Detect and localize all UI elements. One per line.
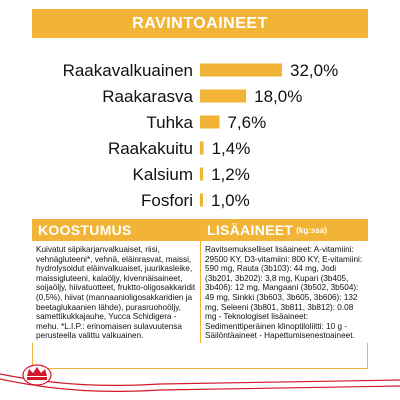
nutrient-value-label: 1,0% xyxy=(211,191,250,210)
composition-header: KOOSTUMUS xyxy=(32,219,200,241)
royal-canin-crown-logo-icon xyxy=(0,364,400,393)
nutrient-label: Kalsium xyxy=(133,165,193,184)
nutrient-value-label: 7,6% xyxy=(227,113,266,132)
composition-title: KOOSTUMUS xyxy=(38,222,132,238)
nutrient-bar xyxy=(200,115,220,129)
nutrient-bar xyxy=(200,193,203,207)
nutrients-title: RAVINTOAINEET xyxy=(132,14,268,32)
nutrient-label: Raakarasva xyxy=(102,87,193,106)
additives-title: LISÄAINEET xyxy=(207,222,294,238)
nutrient-bar xyxy=(200,63,282,77)
nutrient-value-label: 1,2% xyxy=(211,165,250,184)
additives-header: LISÄAINEET (kg:ssa) xyxy=(201,219,368,241)
composition-text: Kuivatut siipikarjanvalkuaiset, riisi, v… xyxy=(36,245,196,341)
nutrient-label: Tuhka xyxy=(146,113,193,132)
nutrient-bar xyxy=(200,141,204,155)
nutrient-label: Fosfori xyxy=(141,191,193,210)
nutrient-value-label: 18,0% xyxy=(254,87,302,106)
panel-divider xyxy=(200,219,201,343)
bottom-frame xyxy=(32,343,368,369)
nutrient-label: Raakakuitu xyxy=(108,139,193,158)
nutrient-value-label: 1,4% xyxy=(212,139,251,158)
nutrient-value-label: 32,0% xyxy=(290,61,338,80)
nutrient-label: Raakavalkuainen xyxy=(63,61,193,80)
nutrients-chart: Raakavalkuainen 32,0% Raakarasva 18,0% Tuhka… xyxy=(63,61,339,210)
nutrient-bar xyxy=(200,89,247,103)
nutrient-bar xyxy=(200,167,204,181)
additives-title-unit: (kg:ssa) xyxy=(296,225,327,235)
additives-text: Ravitsemukselliset lisäaineet: A-vitamii… xyxy=(205,245,364,341)
nutrients-header: RAVINTOAINEET xyxy=(32,9,368,38)
